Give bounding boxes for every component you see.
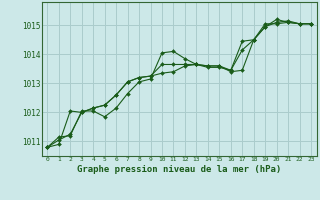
- X-axis label: Graphe pression niveau de la mer (hPa): Graphe pression niveau de la mer (hPa): [77, 165, 281, 174]
